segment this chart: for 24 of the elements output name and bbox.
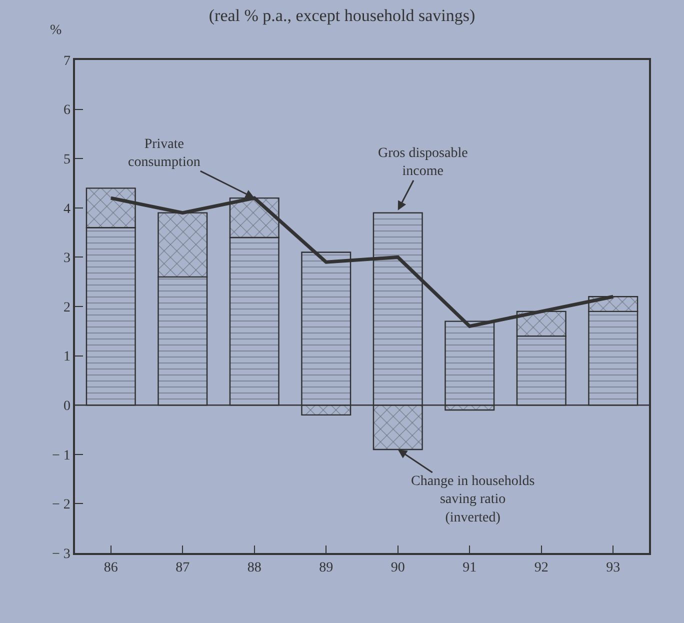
x-tick-label: 93 [606,560,620,576]
y-tick-label: − 1 [52,448,70,464]
y-tick-label: 0 [63,399,70,414]
chart-subtitle: (real % p.a., except household savings) [208,6,476,26]
x-tick-label: 90 [390,560,405,576]
y-axis-title: % [50,23,62,38]
y-tick-label: 4 [63,202,70,217]
x-tick-label: 86 [104,560,118,576]
x-tick-label: 88 [247,560,262,576]
y-tick-label: 6 [63,103,70,118]
y-tick-label: 1 [63,350,70,365]
y-tick-label: 3 [63,251,70,266]
y-tick-label: 5 [63,152,70,168]
x-tick-label: 92 [534,560,548,576]
x-tick-label: 89 [319,560,334,576]
y-tick-label: 2 [63,300,70,316]
annotation: Change in households saving ratio (inverted) [411,474,535,526]
y-tick-label: − 2 [52,498,70,513]
annotation: Private consumption [128,137,200,170]
annotation: Gros disposable income [378,146,468,180]
x-tick-label: 87 [176,560,190,576]
y-tick-label: − 3 [52,546,70,562]
x-tick-label: 91 [462,560,477,576]
y-tick-label: 7 [63,54,70,69]
